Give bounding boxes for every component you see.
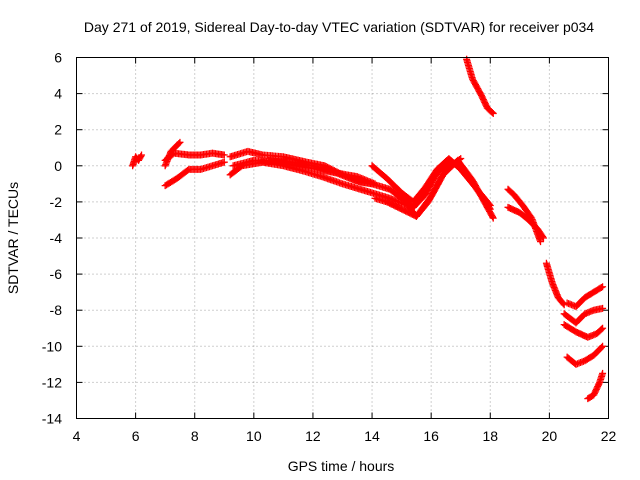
data-point (599, 304, 607, 312)
data-point (455, 155, 463, 163)
y-tick-label: 6 (54, 50, 62, 66)
y-tick-label: -12 (42, 374, 62, 390)
x-tick-label: 10 (246, 428, 262, 444)
data-point (539, 233, 547, 241)
x-tick-label: 16 (423, 428, 439, 444)
plot-frame (76, 57, 609, 419)
data-point (537, 238, 545, 246)
data-point (599, 283, 607, 291)
series-arc-o (563, 283, 607, 311)
data-point (176, 138, 184, 146)
data-point (597, 343, 605, 351)
y-tick-label: -2 (50, 194, 63, 210)
x-tick-labels: 4 6 8 10 12 14 16 18 20 22 (73, 428, 617, 444)
y-tick-label: 2 (54, 122, 62, 138)
data-point (598, 325, 606, 333)
x-axis-label: GPS time / hours (288, 458, 395, 474)
y-tick-label: 0 (54, 158, 62, 174)
x-tick-label: 18 (482, 428, 498, 444)
data-point (597, 284, 605, 292)
x-tick-label: 20 (542, 428, 558, 444)
y-tick-labels: -14 -12 -10 -8 -6 -4 -2 0 2 4 6 (42, 50, 62, 427)
y-tick-label: -10 (42, 338, 62, 354)
data-point (175, 139, 183, 147)
y-tick-label: -6 (50, 266, 63, 282)
series-arc-p (560, 304, 607, 327)
data-point (486, 202, 494, 210)
series-arc-i (368, 155, 494, 210)
x-tick-label: 12 (305, 428, 321, 444)
x-tick-label: 8 (191, 428, 199, 444)
series-arc-a (129, 151, 146, 170)
series-arc-c (161, 138, 184, 170)
y-axis-label: SDTVAR / TECUs (5, 182, 21, 294)
x-tick-label: 14 (364, 428, 380, 444)
series-arc-j (371, 155, 465, 220)
y-tick-label: -4 (50, 230, 63, 246)
data-point (220, 158, 228, 166)
data-point (138, 151, 146, 159)
x-tick-label: 6 (132, 428, 140, 444)
data-point (489, 109, 497, 117)
chart-title: Day 271 of 2019, Sidereal Day-to-day VTE… (84, 19, 594, 35)
series-arc-m (504, 203, 547, 242)
data-point (488, 213, 496, 221)
series-arc-d (161, 158, 228, 190)
data-point (599, 342, 607, 350)
y-tick-label: -14 (42, 411, 62, 427)
data-point (599, 369, 607, 377)
series-arc-q (560, 321, 607, 341)
data-point (220, 151, 228, 159)
data-point (489, 214, 497, 222)
data-point (599, 324, 607, 332)
data-point (457, 155, 465, 163)
data-point (539, 234, 547, 242)
y-tick-label: -8 (50, 302, 63, 318)
x-tick-label: 4 (73, 428, 81, 444)
x-tick-label: 22 (601, 428, 617, 444)
series-arc-r (563, 342, 607, 368)
grid-lines (76, 57, 609, 419)
series-arc-n (542, 259, 568, 309)
data-point (488, 109, 496, 117)
data-point (137, 152, 145, 160)
data-point (485, 200, 493, 208)
series-arc-k (463, 55, 497, 117)
data-points (129, 55, 607, 403)
series-arc-s (584, 369, 607, 403)
y-tick-label: 4 (54, 86, 62, 102)
